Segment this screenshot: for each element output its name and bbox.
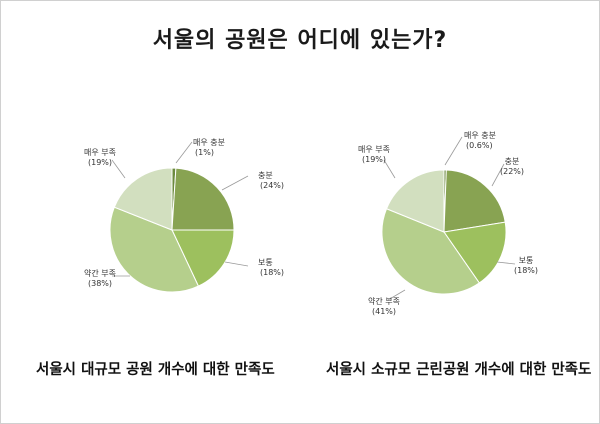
pie-slice-sufficient xyxy=(443,169,506,233)
leader-line-very-sufficient xyxy=(175,141,193,164)
chart-caption-large-parks: 서울시 대규모 공원 개수에 대한 만족도 xyxy=(36,362,275,378)
slice-label-very-sufficient: 매우 충분 xyxy=(193,138,225,147)
leader-line-sufficient xyxy=(491,163,505,187)
slice-percent-sufficient: (24%) xyxy=(260,181,284,190)
slice-percent-very-sufficient: (0.6%) xyxy=(466,141,493,150)
leader-line-very-insufficient xyxy=(111,159,126,179)
leader-line-slightly-insufficient xyxy=(387,289,406,301)
slice-label-neutral: 보통 xyxy=(519,256,534,265)
leader-line-very-insufficient xyxy=(383,159,396,179)
pie-slice-neutral xyxy=(171,229,235,287)
leader-line-very-sufficient xyxy=(444,136,463,166)
pie-slice-sufficient xyxy=(171,167,235,231)
slice-label-very-sufficient: 매우 충분 xyxy=(464,131,496,140)
pie-chart-1: 매우 충분(0.6%) 충분(22%) 보통(18%) 약간 부족(41%) 매우 부족… xyxy=(358,131,538,316)
leader-line-neutral xyxy=(496,261,516,265)
slice-percent-slightly-insufficient: (38%) xyxy=(88,279,112,288)
slice-percent-very-insufficient: (19%) xyxy=(88,158,112,167)
pie-slice-neutral xyxy=(443,221,507,284)
pie-chart-0: 매우 충분(1%) 충분(24%) 보통(18%) 약간 부족(38%) 매우 부족(1… xyxy=(84,138,284,293)
page-title: 서울의 공원은 어디에 있는가? xyxy=(152,28,448,53)
chart-caption-small-parks: 서울시 소규모 근린공원 개수에 대한 만족도 xyxy=(326,362,592,378)
slice-label-slightly-insufficient: 약간 부족 xyxy=(368,296,400,306)
pie-slice-slightly-insufficient xyxy=(381,208,481,295)
slice-percent-neutral: (18%) xyxy=(514,266,538,275)
pie-slice-very-insufficient xyxy=(385,169,445,233)
slice-label-sufficient: 충분 xyxy=(505,157,520,166)
slice-percent-very-sufficient: (1%) xyxy=(195,148,214,157)
pie-slice-slightly-insufficient xyxy=(109,206,200,293)
slice-percent-sufficient: (22%) xyxy=(500,167,524,176)
slice-percent-slightly-insufficient: (41%) xyxy=(372,307,396,316)
slice-label-sufficient: 충분 xyxy=(258,171,273,180)
slice-label-neutral: 보통 xyxy=(258,258,273,267)
slice-label-slightly-insufficient: 약간 부족 xyxy=(84,268,116,278)
slice-label-very-insufficient: 매우 부족 xyxy=(84,148,116,157)
slice-percent-neutral: (18%) xyxy=(260,268,284,277)
leader-line-sufficient xyxy=(221,175,249,191)
pie-slice-very-insufficient xyxy=(113,167,173,231)
leader-line-neutral xyxy=(224,261,249,267)
slice-label-very-insufficient: 매우 부족 xyxy=(358,145,390,154)
slice-percent-very-insufficient: (19%) xyxy=(362,155,386,164)
